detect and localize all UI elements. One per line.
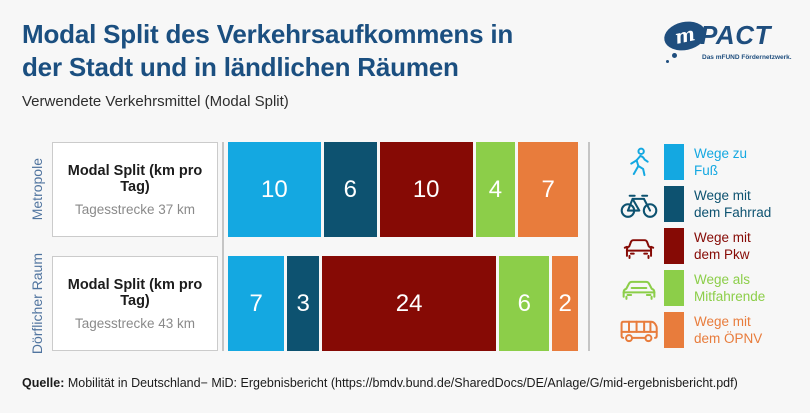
carpool-car-icon: [616, 273, 662, 303]
bar-segment-oepnv: 7: [518, 142, 578, 237]
source-text: Mobilität in Deutschland− MiD: Ergebnisb…: [67, 376, 738, 390]
legend-swatch: [664, 228, 684, 264]
legend-item-oepnv: Wege mit dem ÖPNV: [616, 310, 806, 350]
legend-label: Wege mit dem ÖPNV: [694, 313, 763, 346]
source-label: Quelle:: [22, 376, 65, 390]
page-title-line1: Modal Split des Verkehrsaufkommens in: [22, 19, 514, 49]
segment-value: 6: [343, 175, 357, 203]
legend-label: Wege als Mitfahrende: [694, 271, 766, 304]
legend-swatch: [664, 270, 684, 306]
legend-label: Wege mit dem Pkw: [694, 229, 751, 262]
bar-segment-pkw: 24: [322, 256, 497, 351]
segment-value: 4: [488, 175, 503, 203]
header: Modal Split des Verkehrsaufkommens in de…: [0, 0, 810, 110]
stacked-bar-metropole: 10 6 10 4 7: [228, 142, 578, 237]
legend-item-fahrrad: Wege mit dem Fahrrad: [616, 184, 806, 224]
stacked-bar-doerflicher-raum: 7 3 24 6 2: [228, 256, 579, 351]
category-label-metropole: Metropole: [29, 158, 45, 221]
legend-item-fuss: Wege zu Fuß: [616, 142, 806, 182]
mpact-logo: m PACT Das mFUND Fördernetzwerk.: [661, 17, 794, 63]
row-info-box: Modal Split (km pro Tag) Tagesstrecke 37…: [52, 142, 218, 237]
chart-rows: Metropole Modal Split (km pro Tag) Tages…: [22, 142, 594, 355]
source-line: Quelle: Mobilität in Deutschland− MiD: E…: [22, 376, 788, 390]
segment-value: 10: [261, 175, 288, 203]
axis-line-right: [588, 142, 590, 351]
legend-swatch: [664, 312, 684, 348]
bar-wrapper: 7 3 24 6 2: [228, 256, 579, 351]
bar-segment-mitfahrende: 6: [499, 256, 550, 351]
bar-segment-fahrrad: 3: [287, 256, 320, 351]
logo-bubble-dot: [666, 60, 669, 63]
logo-wordmark-row: m PACT: [661, 17, 794, 54]
legend-label: Wege zu Fuß: [694, 145, 748, 178]
bar-segment-fuss: 7: [228, 256, 285, 351]
segment-value: 24: [395, 289, 423, 317]
logo-bubble-letter: m: [672, 22, 698, 48]
segment-value: 2: [558, 289, 572, 317]
logo-wordmark: PACT: [700, 20, 771, 50]
segment-value: 7: [249, 289, 263, 317]
legend-swatch: [664, 186, 684, 222]
bicycle-icon: [616, 188, 662, 220]
legend-swatch: [664, 144, 684, 180]
logo-caption: Das mFUND Fördernetzwerk.: [702, 54, 792, 61]
car-icon: [616, 230, 662, 262]
bar-segment-mitfahrende: 4: [475, 142, 516, 237]
page-subtitle: Verwendete Verkehrsmittel (Modal Split): [22, 93, 289, 110]
legend-item-pkw: Wege mit dem Pkw: [616, 226, 806, 266]
bar-segment-fuss: 10: [228, 142, 321, 237]
bar-wrapper: 10 6 10 4 7: [228, 142, 578, 237]
pedestrian-icon: [616, 145, 662, 179]
info-box-subtitle: Tagesstrecke 43 km: [74, 315, 196, 331]
category-label-doerflicher-raum: Dörflicher Raum: [29, 252, 45, 355]
axis-line-left: [222, 142, 224, 351]
page-title: Modal Split des Verkehrsaufkommens in de…: [22, 18, 788, 84]
chart-area: Metropole Modal Split (km pro Tag) Tages…: [0, 142, 810, 355]
legend-item-mitfahrende: Wege als Mitfahrende: [616, 268, 806, 308]
chart-row-doerflicher-raum: Dörflicher Raum Modal Split (km pro Tag)…: [22, 252, 594, 355]
legend: Wege zu Fuß Wege mit dem Fahrrad: [616, 142, 806, 351]
segment-value: 7: [541, 175, 555, 203]
legend-label: Wege mit dem Fahrrad: [694, 187, 772, 220]
info-box-title: Modal Split (km pro Tag): [67, 276, 203, 309]
logo-bubble-dot: [672, 53, 677, 58]
bus-icon: [616, 314, 662, 346]
chart-row-metropole: Metropole Modal Split (km pro Tag) Tages…: [22, 142, 594, 237]
bar-segment-pkw: 10: [379, 142, 473, 237]
segment-value: 10: [412, 175, 440, 203]
segment-value: 3: [296, 289, 310, 317]
page-title-line2: der Stadt und in ländlichen Räumen: [22, 52, 459, 82]
row-info-box: Modal Split (km pro Tag) Tagesstrecke 43…: [52, 256, 218, 351]
bar-segment-oepnv: 2: [552, 256, 579, 351]
bar-segment-fahrrad: 6: [323, 142, 377, 237]
info-box-title: Modal Split (km pro Tag): [67, 162, 203, 195]
info-box-subtitle: Tagesstrecke 37 km: [74, 201, 196, 217]
segment-value: 6: [517, 289, 531, 317]
